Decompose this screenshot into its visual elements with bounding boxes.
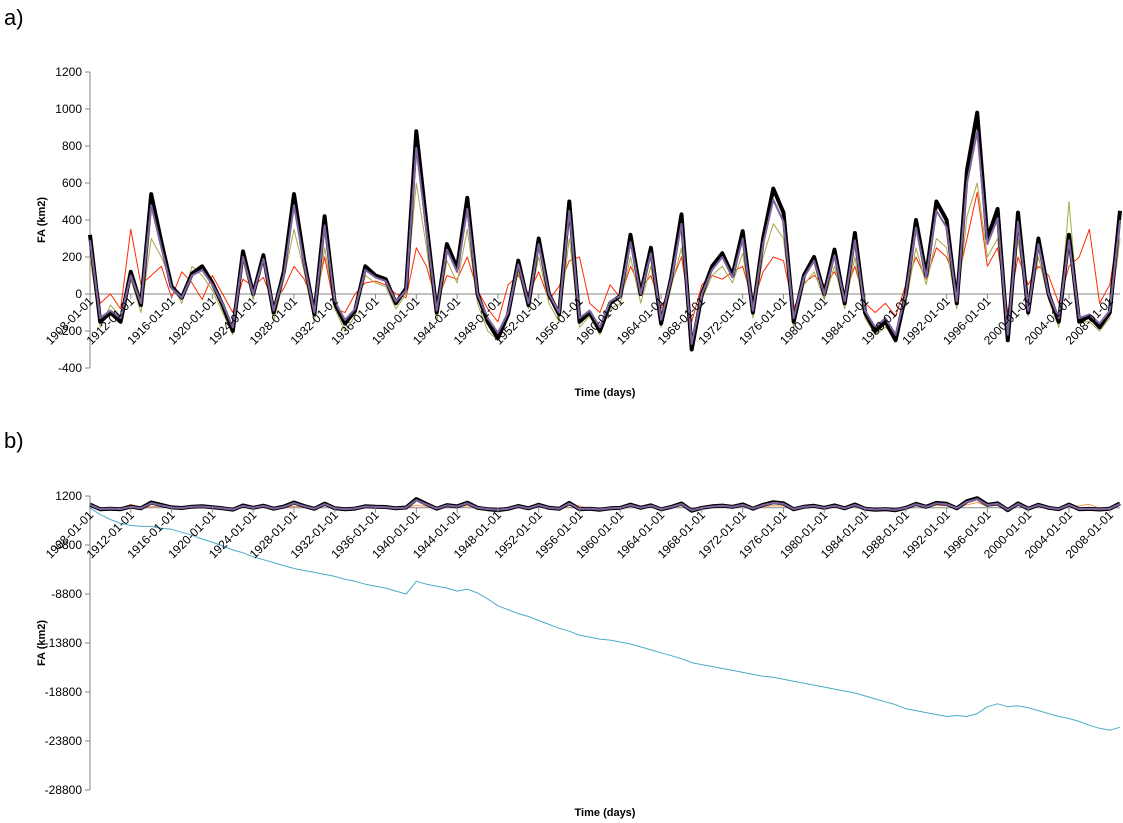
y-tick-label: -23800 <box>45 734 83 748</box>
y-tick-label: 800 <box>62 139 82 153</box>
y-tick-label: -8800 <box>51 587 82 601</box>
y-axis-label: FA (km2) <box>36 620 48 666</box>
y-tick-label: 600 <box>62 176 82 190</box>
series-line <box>89 130 1121 345</box>
y-tick-label: 1200 <box>55 489 82 503</box>
y-tick-label: -3800 <box>51 538 82 552</box>
x-axis-label: Time (days) <box>575 807 636 819</box>
y-tick-label: -400 <box>58 361 82 375</box>
series-line <box>89 498 1121 512</box>
y-tick-label: -28800 <box>45 783 83 797</box>
x-axis-label: Time (days) <box>575 387 636 399</box>
panel-label: a) <box>4 5 24 30</box>
y-tick-label: -13800 <box>45 636 83 650</box>
panel-label: b) <box>4 428 24 453</box>
y-tick-label: -200 <box>58 324 82 338</box>
series-line <box>89 191 1121 323</box>
y-tick-label: -18800 <box>45 685 83 699</box>
y-tick-label: 1200 <box>55 65 82 79</box>
y-tick-label: 400 <box>62 213 82 227</box>
y-tick-label: 200 <box>62 250 82 264</box>
y-tick-label: 0 <box>75 287 82 301</box>
series-line <box>89 507 1121 731</box>
y-tick-label: 1000 <box>55 102 82 116</box>
y-axis-label: FA (km2) <box>36 197 48 243</box>
